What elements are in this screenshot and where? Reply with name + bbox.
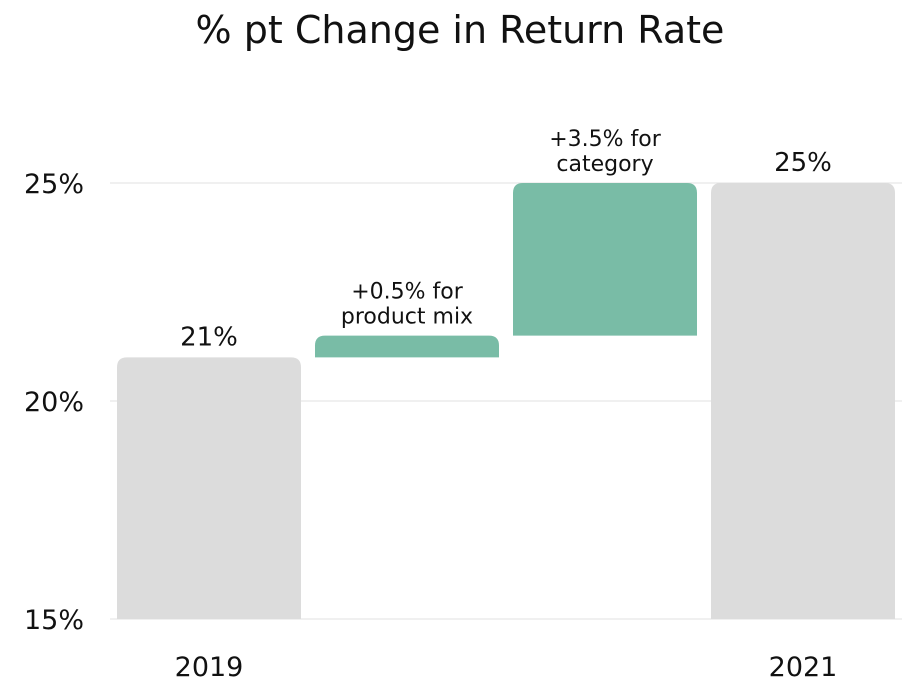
bar-value-label: 25%	[774, 148, 832, 178]
x-tick-label: 2019	[175, 652, 244, 683]
bar-change-label: +0.5% for	[351, 280, 464, 305]
delta-bar	[513, 183, 697, 336]
bar-change-label: product mix	[341, 305, 473, 330]
bar-change-label: +3.5% for	[549, 127, 662, 152]
total-bar	[117, 357, 301, 619]
total-bar	[711, 183, 895, 619]
delta-bar	[315, 335, 499, 358]
x-tick-label: 2021	[769, 652, 838, 683]
y-tick-label: 20%	[24, 387, 84, 418]
bar-value-label: 21%	[180, 322, 238, 352]
y-tick-label: 25%	[24, 169, 84, 200]
axes: 15% 20% 25% 2019 2021	[24, 169, 837, 683]
y-tick-label: 15%	[24, 605, 84, 636]
bars	[117, 183, 895, 619]
bar-change-label: category	[556, 152, 653, 177]
chart-title: % pt Change in Return Rate	[195, 8, 725, 52]
